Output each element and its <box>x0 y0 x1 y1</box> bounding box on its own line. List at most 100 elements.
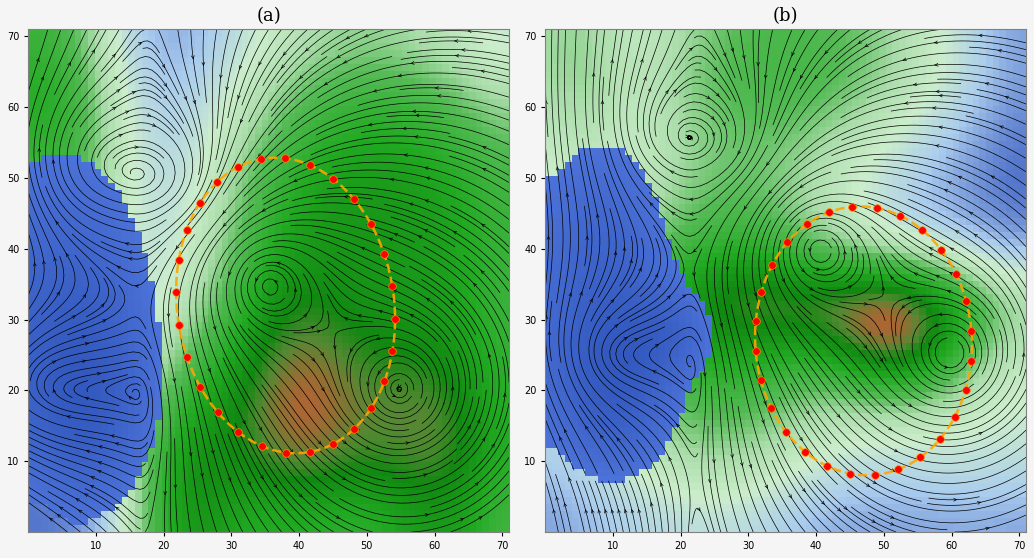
FancyArrowPatch shape <box>240 119 243 123</box>
Point <box>278 448 295 457</box>
Point <box>230 162 246 171</box>
FancyArrowPatch shape <box>821 501 824 504</box>
FancyArrowPatch shape <box>891 403 895 406</box>
FancyArrowPatch shape <box>361 247 365 250</box>
FancyArrowPatch shape <box>564 503 567 507</box>
FancyArrowPatch shape <box>740 463 743 466</box>
FancyArrowPatch shape <box>378 371 381 374</box>
FancyArrowPatch shape <box>184 97 186 100</box>
FancyArrowPatch shape <box>763 401 766 404</box>
FancyArrowPatch shape <box>176 246 179 249</box>
FancyArrowPatch shape <box>483 147 486 149</box>
FancyArrowPatch shape <box>392 394 395 397</box>
FancyArrowPatch shape <box>102 380 105 383</box>
FancyArrowPatch shape <box>974 234 977 237</box>
FancyArrowPatch shape <box>641 59 643 62</box>
FancyArrowPatch shape <box>648 88 650 92</box>
FancyArrowPatch shape <box>652 371 657 373</box>
FancyArrowPatch shape <box>168 314 170 317</box>
FancyArrowPatch shape <box>935 41 938 44</box>
FancyArrowPatch shape <box>711 116 714 119</box>
FancyArrowPatch shape <box>91 477 94 479</box>
FancyArrowPatch shape <box>322 388 324 391</box>
FancyArrowPatch shape <box>825 51 828 54</box>
FancyArrowPatch shape <box>299 494 302 497</box>
FancyArrowPatch shape <box>67 416 70 418</box>
FancyArrowPatch shape <box>693 249 696 252</box>
FancyArrowPatch shape <box>42 261 45 264</box>
FancyArrowPatch shape <box>483 169 486 171</box>
FancyArrowPatch shape <box>376 337 379 340</box>
FancyArrowPatch shape <box>336 516 339 518</box>
FancyArrowPatch shape <box>936 90 939 93</box>
FancyArrowPatch shape <box>311 326 314 329</box>
FancyArrowPatch shape <box>60 507 63 510</box>
FancyArrowPatch shape <box>948 182 951 184</box>
FancyArrowPatch shape <box>631 509 634 513</box>
FancyArrowPatch shape <box>389 238 393 240</box>
FancyArrowPatch shape <box>902 305 905 308</box>
Point <box>191 199 208 208</box>
Point <box>957 386 974 395</box>
FancyArrowPatch shape <box>547 236 550 239</box>
FancyArrowPatch shape <box>304 314 307 318</box>
FancyArrowPatch shape <box>85 494 88 497</box>
FancyArrowPatch shape <box>366 446 369 449</box>
FancyArrowPatch shape <box>979 432 982 435</box>
Point <box>363 220 379 229</box>
FancyArrowPatch shape <box>247 482 250 485</box>
FancyArrowPatch shape <box>365 35 368 37</box>
FancyArrowPatch shape <box>665 90 668 94</box>
FancyArrowPatch shape <box>482 438 485 441</box>
FancyArrowPatch shape <box>358 315 361 318</box>
FancyArrowPatch shape <box>837 414 840 417</box>
FancyArrowPatch shape <box>114 76 118 80</box>
FancyArrowPatch shape <box>300 75 303 79</box>
FancyArrowPatch shape <box>425 513 429 516</box>
FancyArrowPatch shape <box>591 509 595 513</box>
FancyArrowPatch shape <box>738 151 740 154</box>
Point <box>947 270 964 278</box>
FancyArrowPatch shape <box>945 365 947 368</box>
FancyArrowPatch shape <box>764 75 767 79</box>
FancyArrowPatch shape <box>102 320 105 323</box>
Point <box>376 377 393 386</box>
FancyArrowPatch shape <box>880 358 883 362</box>
FancyArrowPatch shape <box>243 420 245 424</box>
FancyArrowPatch shape <box>455 54 459 57</box>
FancyArrowPatch shape <box>909 404 912 407</box>
FancyArrowPatch shape <box>135 285 139 287</box>
FancyArrowPatch shape <box>478 420 480 423</box>
FancyArrowPatch shape <box>281 65 284 68</box>
FancyArrowPatch shape <box>731 455 733 458</box>
FancyArrowPatch shape <box>985 527 990 530</box>
FancyArrowPatch shape <box>950 248 954 251</box>
FancyArrowPatch shape <box>425 167 428 170</box>
FancyArrowPatch shape <box>82 335 86 338</box>
FancyArrowPatch shape <box>863 345 866 348</box>
FancyArrowPatch shape <box>635 339 638 341</box>
FancyArrowPatch shape <box>747 303 750 306</box>
FancyArrowPatch shape <box>426 177 430 180</box>
FancyArrowPatch shape <box>174 485 177 488</box>
FancyArrowPatch shape <box>959 176 962 179</box>
Point <box>302 448 318 456</box>
FancyArrowPatch shape <box>671 171 674 174</box>
FancyArrowPatch shape <box>393 290 397 292</box>
FancyArrowPatch shape <box>132 92 135 94</box>
FancyArrowPatch shape <box>585 426 588 430</box>
FancyArrowPatch shape <box>202 62 205 66</box>
FancyArrowPatch shape <box>405 442 409 445</box>
FancyArrowPatch shape <box>865 44 869 47</box>
FancyArrowPatch shape <box>617 509 620 513</box>
FancyArrowPatch shape <box>117 266 121 269</box>
FancyArrowPatch shape <box>409 203 413 205</box>
FancyArrowPatch shape <box>212 450 214 454</box>
Point <box>892 211 909 220</box>
FancyArrowPatch shape <box>50 518 53 521</box>
FancyArrowPatch shape <box>475 483 479 485</box>
Point <box>171 321 187 330</box>
FancyArrowPatch shape <box>765 485 767 488</box>
FancyArrowPatch shape <box>643 77 646 80</box>
FancyArrowPatch shape <box>79 510 82 513</box>
